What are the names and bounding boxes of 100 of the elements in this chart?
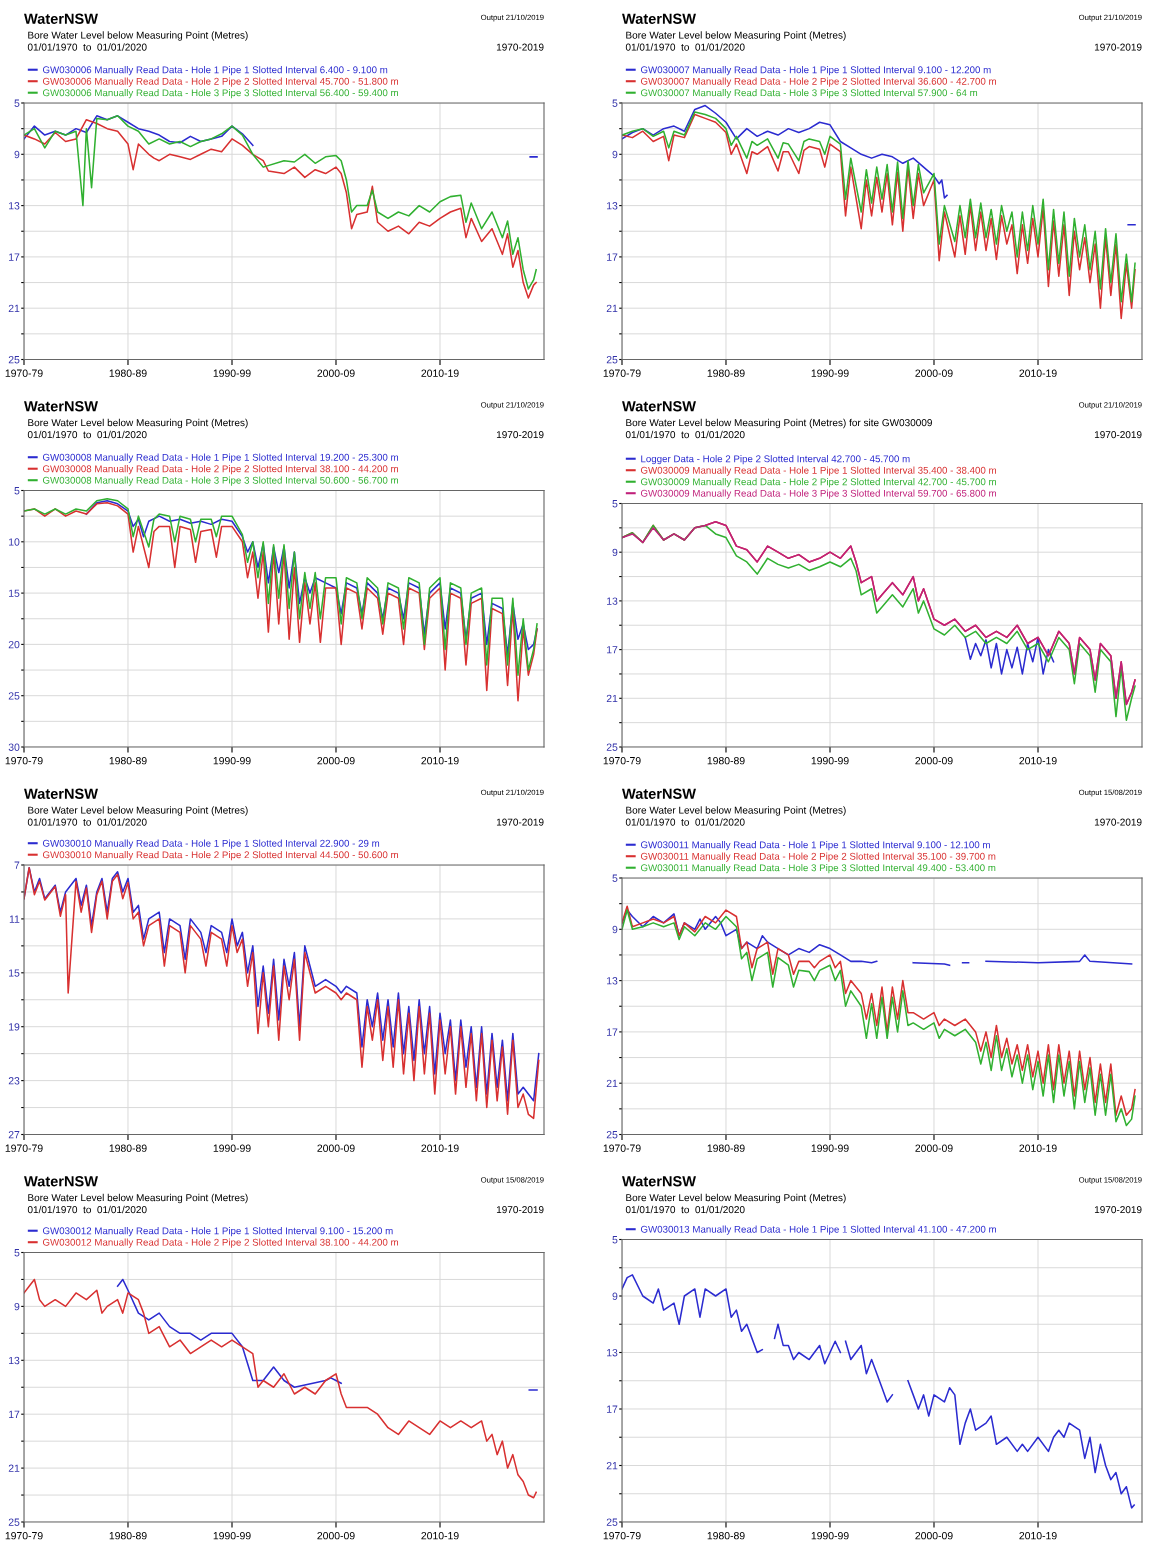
y-tick-label: 27 bbox=[8, 1131, 20, 1139]
legend-label: GW030007 Manually Read Data - Hole 1 Pipe 1 Slotted Interval 9.100 - 12.200 m bbox=[640, 66, 991, 76]
y-tick-label: 5 bbox=[14, 99, 20, 107]
x-tick-label: 2000-09 bbox=[317, 369, 355, 377]
chart-title: WaterNSW bbox=[24, 788, 98, 799]
chart-title: WaterNSW bbox=[622, 1176, 696, 1187]
y-tick-label: 17 bbox=[607, 1028, 618, 1036]
y-tick-label: 13 bbox=[607, 977, 618, 985]
text: 1970-2019 bbox=[1094, 431, 1142, 439]
legend-label: GW030008 Manually Read Data - Hole 2 Pipe 2 Slotted Interval 38.100 - 44.200 m bbox=[42, 465, 398, 475]
legend-label: GW030011 Manually Read Data - Hole 2 Pipe 2 Slotted Interval 35.100 - 39.700 m bbox=[640, 852, 996, 862]
chart-subtitle: Bore Water Level below Measuring Point (Metres) bbox=[626, 1193, 846, 1204]
x-tick-label: 2010-19 bbox=[421, 757, 459, 765]
x-tick-label: 1990-99 bbox=[213, 1532, 251, 1540]
legend-label: GW030008 Manually Read Data - Hole 1 Pipe 1 Slotted Interval 19.200 - 25.300 m bbox=[42, 453, 398, 463]
y-tick-label: 25 bbox=[8, 356, 20, 364]
text: 1970-2019 bbox=[496, 1206, 544, 1214]
y-tick-label: 15 bbox=[9, 969, 20, 977]
text: 01/01/1970 to 01/01/2020 bbox=[27, 1205, 147, 1214]
y-tick-label: 13 bbox=[9, 1356, 20, 1365]
legend-label: GW030006 Manually Read Data - Hole 3 Pipe 3 Slotted Interval 56.400 - 59.400 m bbox=[42, 89, 398, 99]
x-tick-label: 2010-19 bbox=[421, 369, 459, 377]
legend-label: Logger Data - Hole 2 Pipe 2 Slotted Interval 42.700 - 45.700 m bbox=[641, 455, 910, 465]
text: 01/01/1970 to 01/01/2020 bbox=[625, 43, 745, 51]
chart-subtitle: Bore Water Level below Measuring Point (Metres) for site GW030009 bbox=[626, 418, 932, 429]
y-tick-label: 21 bbox=[8, 304, 20, 312]
text: 1970-2019 bbox=[1094, 1206, 1142, 1214]
x-tick-label: 2000-09 bbox=[915, 1144, 953, 1152]
x-tick-label: 2000-09 bbox=[915, 1532, 953, 1540]
text: 01/01/1970 to 01/01/2020 bbox=[625, 430, 745, 439]
text: 01/01/1970 to 01/01/2020 bbox=[625, 1205, 745, 1214]
legend-label: GW030007 Manually Read Data - Hole 3 Pipe 3 Slotted Interval 57.900 - 64 m bbox=[640, 89, 978, 99]
text: 01/01/1970 to 01/01/2020 bbox=[27, 818, 147, 826]
y-tick-label: 5 bbox=[612, 874, 618, 882]
chart-subtitle: Bore Water Level below Measuring Point (Metres) bbox=[28, 806, 248, 816]
y-tick-label: 17 bbox=[607, 646, 618, 654]
chart-subtitle: Bore Water Level below Measuring Point (Metres) bbox=[28, 31, 248, 41]
x-tick-label: 1970-79 bbox=[5, 369, 43, 377]
text: 01/01/1970 to 01/01/2020 bbox=[27, 430, 147, 439]
y-tick-label: 30 bbox=[8, 743, 20, 751]
legend-label: GW030007 Manually Read Data - Hole 2 Pipe 2 Slotted Interval 36.600 - 42.700 m bbox=[640, 77, 996, 87]
chart-title: WaterNSW bbox=[24, 1176, 98, 1187]
y-tick-label: 5 bbox=[612, 500, 618, 508]
x-tick-label: 2010-19 bbox=[1019, 369, 1057, 377]
x-tick-label: 1990-99 bbox=[213, 369, 251, 377]
y-tick-label: 7 bbox=[14, 861, 20, 869]
y-tick-label: 17 bbox=[9, 1410, 20, 1418]
legend-label: GW030012 Manually Read Data - Hole 2 Pipe 2 Slotted Interval 38.100 - 44.200 m bbox=[42, 1238, 398, 1248]
x-tick-label: 1990-99 bbox=[811, 1532, 849, 1540]
y-tick-label: 21 bbox=[606, 1079, 618, 1087]
text: 1970-2019 bbox=[1094, 43, 1142, 51]
text: 1970-2019 bbox=[496, 43, 544, 51]
y-tick-label: 19 bbox=[9, 1023, 20, 1031]
y-tick-label: 10 bbox=[9, 538, 20, 546]
x-tick-label: 1980-89 bbox=[109, 369, 147, 377]
chart-title: WaterNSW bbox=[622, 788, 696, 799]
x-tick-label: 1970-79 bbox=[603, 1532, 641, 1540]
y-tick-label: 9 bbox=[612, 150, 618, 159]
x-tick-label: 1970-79 bbox=[5, 1532, 43, 1540]
legend-label: GW030010 Manually Read Data - Hole 2 Pipe 2 Slotted Interval 44.500 - 50.600 m bbox=[42, 851, 398, 861]
x-tick-label: 1990-99 bbox=[213, 757, 251, 765]
y-tick-label: 9 bbox=[612, 1292, 618, 1300]
legend-label: GW030006 Manually Read Data - Hole 1 Pipe 1 Slotted Interval 6.400 - 9.100 m bbox=[42, 66, 388, 76]
x-tick-label: 1980-89 bbox=[707, 757, 745, 765]
y-tick-label: 9 bbox=[14, 1302, 20, 1311]
y-tick-label: 17 bbox=[9, 253, 20, 261]
y-tick-label: 13 bbox=[607, 202, 618, 210]
y-tick-label: 5 bbox=[612, 99, 618, 107]
y-tick-label: 20 bbox=[8, 640, 20, 649]
legend-label: GW030010 Manually Read Data - Hole 1 Pipe 1 Slotted Interval 22.900 - 29 m bbox=[42, 839, 380, 849]
x-tick-label: 1980-89 bbox=[707, 1144, 745, 1152]
x-tick-label: 1990-99 bbox=[811, 757, 849, 765]
y-tick-label: 25 bbox=[606, 743, 618, 751]
x-tick-label: 2010-19 bbox=[421, 1532, 459, 1540]
x-tick-label: 2010-19 bbox=[1019, 1144, 1057, 1152]
x-tick-label: 1970-79 bbox=[603, 757, 641, 765]
legend-label: GW030006 Manually Read Data - Hole 2 Pipe 2 Slotted Interval 45.700 - 51.800 m bbox=[42, 77, 398, 87]
y-tick-label: 13 bbox=[607, 1349, 618, 1357]
chart-subtitle: Bore Water Level below Measuring Point (Metres) bbox=[28, 1193, 248, 1204]
chart-title: WaterNSW bbox=[622, 13, 696, 24]
text: 1970-2019 bbox=[496, 818, 544, 826]
x-tick-label: 2000-09 bbox=[317, 757, 355, 765]
chart-subtitle: Bore Water Level below Measuring Point (Metres) bbox=[626, 31, 846, 41]
y-tick-label: 13 bbox=[607, 597, 618, 605]
legend-label: GW030013 Manually Read Data - Hole 1 Pipe 1 Slotted Interval 41.100 - 47.200 m bbox=[640, 1225, 996, 1235]
x-tick-label: 2010-19 bbox=[1019, 757, 1057, 765]
y-tick-label: 21 bbox=[606, 304, 618, 312]
x-tick-label: 1990-99 bbox=[213, 1144, 251, 1152]
y-tick-label: 13 bbox=[9, 202, 20, 210]
text: 1970-2019 bbox=[1094, 818, 1142, 826]
x-tick-label: 1980-89 bbox=[707, 1532, 745, 1540]
y-tick-label: 17 bbox=[607, 253, 618, 261]
legend-label: GW030008 Manually Read Data - Hole 3 Pipe 3 Slotted Interval 50.600 - 56.700 m bbox=[42, 476, 398, 486]
y-tick-label: 9 bbox=[612, 925, 618, 934]
text: 01/01/1970 to 01/01/2020 bbox=[625, 818, 745, 826]
y-tick-label: 5 bbox=[14, 1249, 20, 1257]
chart-title: WaterNSW bbox=[24, 401, 98, 412]
x-tick-label: 2010-19 bbox=[421, 1144, 459, 1152]
x-tick-label: 1970-79 bbox=[5, 1144, 43, 1152]
y-tick-label: 11 bbox=[9, 915, 20, 923]
